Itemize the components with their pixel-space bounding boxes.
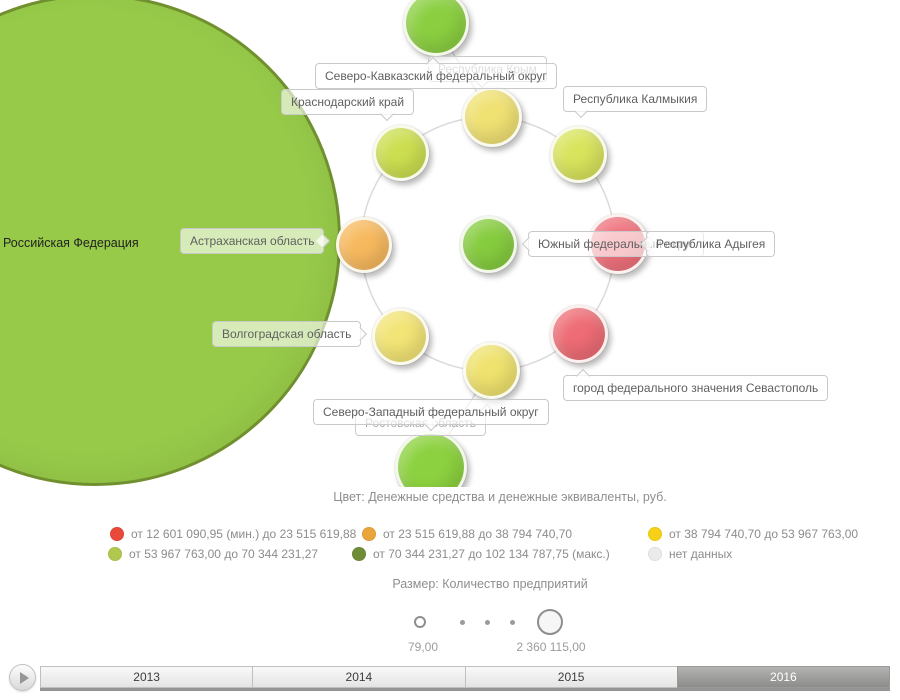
timeline-segment-2014[interactable]: 2014 [252, 666, 465, 688]
tooltip-sevastopol: город федерального значения Севастополь [563, 375, 829, 401]
bubble-sevastopol[interactable] [550, 305, 608, 363]
color-legend-item: от 12 601 090,95 (мин.) до 23 515 619,88 [110, 526, 356, 541]
color-legend-item: от 38 794 740,70 до 53 967 763,00 [648, 526, 858, 541]
legend-label: от 53 967 763,00 до 70 344 231,27 [129, 546, 319, 561]
tooltip-north-caucasus-district: Северо-Кавказский федеральный округ [315, 63, 557, 89]
play-button[interactable] [9, 664, 36, 691]
bubble-north-caucasus-district[interactable] [403, 0, 469, 56]
tooltip-kalmykia: Республика Калмыкия [563, 86, 708, 112]
timeline-track [40, 688, 890, 691]
bubble-astrakhan[interactable] [336, 217, 392, 273]
color-legend-item: от 23 515 619,88 до 38 794 740,70 [362, 526, 572, 541]
color-legend-title: Цвет: Денежные средства и денежные эквив… [333, 490, 667, 504]
legend-dot-orange [362, 526, 376, 541]
bubble-kalmykia[interactable] [550, 126, 607, 183]
size-legend-max-label: 2 360 115,00 [516, 640, 586, 654]
size-legend-step-dot [460, 620, 465, 625]
color-legend-item: от 70 344 231,27 до 102 134 787,75 (макс… [352, 546, 610, 561]
color-legend-item: от 53 967 763,00 до 70 344 231,27 [108, 546, 318, 561]
legend-label: от 12 601 090,95 (мин.) до 23 515 619,88 [131, 526, 357, 541]
legend-label: нет данных [669, 546, 733, 561]
size-legend-step-dot [485, 620, 490, 625]
legend-dot-red [110, 526, 124, 541]
bubble-krasnodar[interactable] [373, 125, 429, 181]
timeline-segment-2015[interactable]: 2015 [464, 666, 677, 688]
chart-canvas: Российская Федерация Республика Крым Сев… [0, 0, 900, 487]
legend-dot-yellow-green [108, 546, 122, 561]
timeline: 2013 2014 2015 2016 [40, 666, 890, 688]
legend-dot-yellow [648, 526, 662, 541]
size-legend-title: Размер: Количество предприятий [392, 577, 588, 591]
play-icon [19, 671, 29, 684]
timeline-segment-2016[interactable]: 2016 [676, 666, 890, 688]
tooltip-astrakhan: Астраханская область [180, 228, 325, 254]
legend-dot-dark-green [352, 546, 366, 561]
size-legend-max-circle [537, 609, 563, 635]
tooltip-adygea: Республика Адыгея [646, 231, 776, 257]
legend-label: от 38 794 740,70 до 53 967 763,00 [669, 526, 859, 541]
label-russian-federation: Российская Федерация [3, 236, 139, 250]
bubble-north-west-district[interactable] [395, 431, 467, 487]
bubble-volgograd[interactable] [372, 308, 429, 365]
bubble-rostov[interactable] [463, 342, 520, 399]
size-legend-min-label: 79,00 [407, 640, 439, 654]
legend-label: от 23 515 619,88 до 38 794 740,70 [383, 526, 573, 541]
bubble-crimea[interactable] [462, 87, 522, 147]
legend-label: от 70 344 231,27 до 102 134 787,75 (макс… [373, 546, 610, 561]
legend-dot-no-data [648, 546, 662, 561]
tooltip-north-west-district: Северо-Западный федеральный округ [313, 399, 549, 425]
bubble-southern-district[interactable] [460, 216, 517, 273]
color-legend-item: нет данных [648, 546, 732, 561]
tooltip-krasnodar: Краснодарский край [281, 89, 415, 115]
size-legend-step-dot [510, 620, 515, 625]
tooltip-volgograd: Волгоградская область [212, 321, 362, 347]
timeline-segment-2013[interactable]: 2013 [40, 666, 253, 688]
size-legend-min-circle [414, 616, 426, 628]
